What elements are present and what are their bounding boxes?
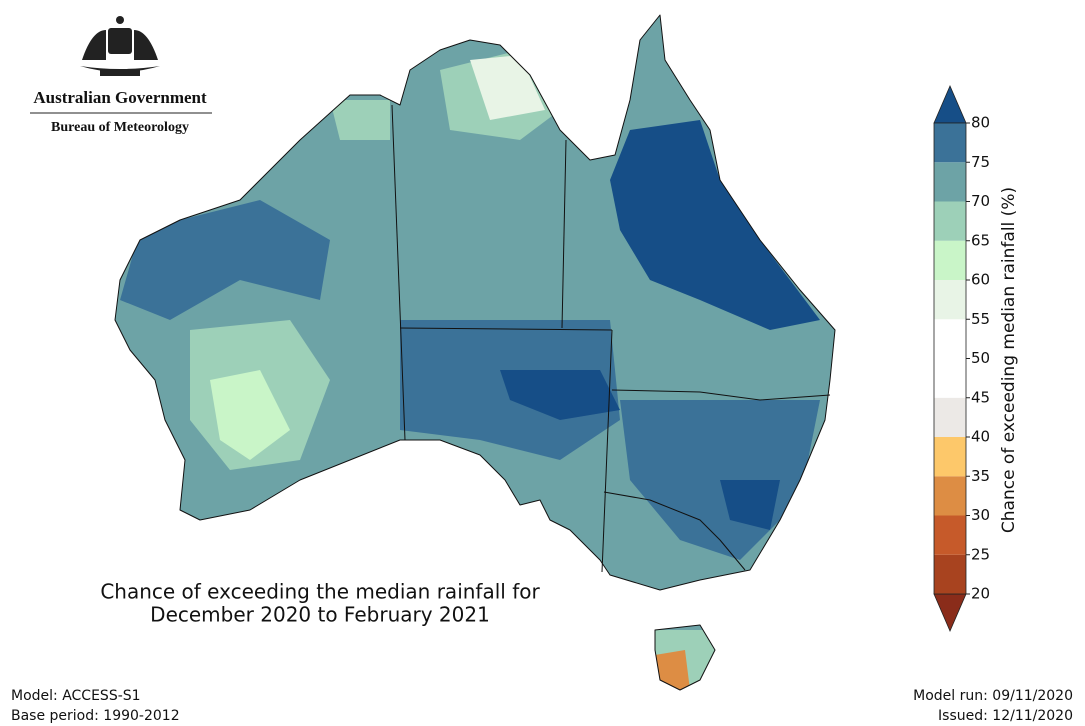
colorbar-tick-label: 75 (971, 153, 990, 171)
model-name: Model: ACCESS-S1 (11, 688, 141, 704)
colorbar-band (934, 319, 966, 359)
government-name: Australian Government (33, 88, 207, 107)
colorbar-extend-under (933, 593, 967, 633)
colorbar-label: Chance of exceeding median rainfall (%) (999, 187, 1019, 533)
issued-date: Issued: 12/11/2020 (938, 708, 1073, 724)
colorbar-tick-label: 70 (971, 192, 990, 210)
colorbar-tick-label: 60 (971, 271, 990, 289)
colorbar-tick-label: 25 (971, 545, 990, 563)
colorbar-band (934, 280, 966, 320)
colorbar-extend-over (933, 84, 967, 124)
model-run: Model run: 09/11/2020 (913, 688, 1073, 704)
colorbar-band (934, 162, 966, 202)
colorbar-band (934, 201, 966, 241)
colorbar-tick-label: 45 (971, 388, 990, 406)
base-period: Base period: 1990-2012 (11, 708, 180, 724)
colorbar-band (934, 123, 966, 163)
colorbar-band (934, 358, 966, 398)
colorbar-tick-label: 35 (971, 467, 990, 485)
colorbar-tick-label: 20 (971, 585, 990, 603)
colorbar-tick-label: 50 (971, 349, 990, 367)
colorbar-band (934, 515, 966, 555)
colorbar-band (934, 397, 966, 437)
coat-of-arms (80, 16, 160, 76)
colorbar-tick-label: 65 (971, 231, 990, 249)
colorbar-band (934, 554, 966, 594)
map-title: Chance of exceeding the median rainfall … (100, 580, 540, 604)
colorbar-band (934, 240, 966, 280)
colorbar-tick-label: 30 (971, 506, 990, 524)
map-title: December 2020 to February 2021 (150, 603, 490, 627)
colorbar-tick-label: 55 (971, 310, 990, 328)
state-borders (391, 104, 831, 573)
colorbar: 20 25 30 35 40 45 50 55 60 65 70 75 80 (933, 84, 990, 633)
colorbar-tick-label: 80 (971, 114, 990, 132)
colorbar-tick-label: 40 (971, 428, 990, 446)
colorbar-band (934, 476, 966, 516)
agency-name: Bureau of Meteorology (51, 120, 189, 135)
colorbar-band (934, 437, 966, 477)
